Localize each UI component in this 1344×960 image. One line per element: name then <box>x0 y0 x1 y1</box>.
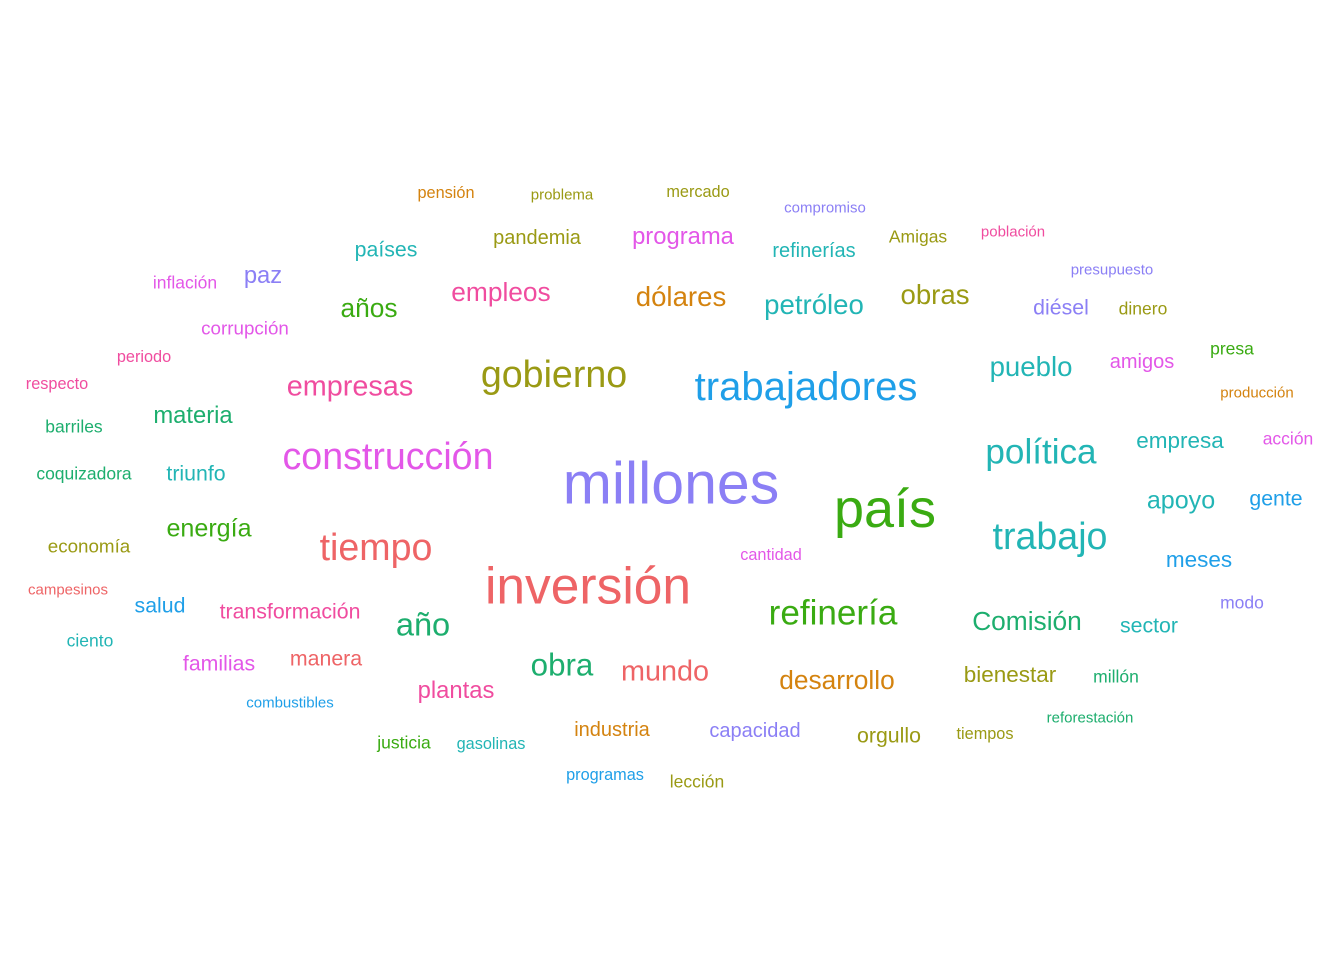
word-periodo: periodo <box>116 347 172 366</box>
word-sector: sector <box>1120 613 1178 638</box>
word-campesinos: campesinos <box>27 581 109 599</box>
word-desarrollo: desarrollo <box>779 664 895 695</box>
word-comision: Comisión <box>972 605 1082 636</box>
word-construccion: construcción <box>282 435 494 478</box>
word-anos: años <box>340 292 398 323</box>
word-petroleo: petróleo <box>764 289 864 321</box>
word-transformacion: transformación <box>219 599 361 624</box>
word-salud: salud <box>134 593 186 618</box>
word-empresa: empresa <box>1136 427 1224 453</box>
word-triunfo: triunfo <box>166 461 226 486</box>
word-manera: manera <box>289 646 363 671</box>
word-materia: materia <box>153 402 233 430</box>
word-meses: meses <box>1165 546 1233 572</box>
word-amigas: Amigas <box>888 226 948 247</box>
word-accion: acción <box>1262 428 1314 449</box>
word-modo: modo <box>1220 592 1264 613</box>
word-produccion: producción <box>1220 384 1294 402</box>
word-refinerias: refinerías <box>772 240 856 262</box>
word-refineria: refinería <box>768 593 898 633</box>
word-ciento: ciento <box>66 630 114 651</box>
word-leccion: lección <box>669 771 725 792</box>
word-trabajadores: trabajadores <box>694 364 918 409</box>
word-mundo: mundo <box>620 655 710 688</box>
word-respecto: respecto <box>25 374 89 393</box>
word-gobierno: gobierno <box>480 353 628 396</box>
word-empresas: empresas <box>286 370 414 403</box>
word-paises: países <box>354 237 418 262</box>
word-millones: millones <box>562 450 780 517</box>
word-corrupcion: corrupción <box>201 317 289 339</box>
word-combustibles: combustibles <box>246 694 334 712</box>
word-reforestacion: reforestación <box>1046 709 1134 727</box>
word-familias: familias <box>182 651 256 676</box>
word-inversion: inversión <box>484 556 692 615</box>
word-amigos: amigos <box>1109 351 1175 373</box>
word-obra: obra <box>530 647 594 683</box>
word-problema: problema <box>530 186 594 204</box>
word-energia: energía <box>166 514 252 543</box>
word-obras: obras <box>900 279 970 311</box>
word-programas: programas <box>566 765 644 784</box>
word-barriles: barriles <box>45 416 103 437</box>
word-plantas: plantas <box>417 677 495 705</box>
word-empleos: empleos <box>451 276 551 307</box>
word-paz: paz <box>243 262 283 290</box>
word-millon: millón <box>1093 666 1139 687</box>
word-politica: política <box>985 432 1097 472</box>
word-cantidad: cantidad <box>740 545 802 564</box>
word-diesel: diésel <box>1033 295 1089 320</box>
word-justicia: justicia <box>377 732 431 753</box>
word-trabajo: trabajo <box>992 515 1108 558</box>
word-inflacion: inflación <box>152 272 218 293</box>
word-gente: gente <box>1249 486 1303 511</box>
word-ano: año <box>395 605 451 643</box>
word-industria: industria <box>574 719 650 741</box>
word-compromiso: compromiso <box>784 199 866 217</box>
word-presa: presa <box>1210 338 1254 359</box>
word-dinero: dinero <box>1118 298 1168 319</box>
word-pais: país <box>833 479 937 539</box>
word-tiempos: tiempos <box>956 724 1014 743</box>
word-gasolinas: gasolinas <box>456 734 526 753</box>
word-pueblo: pueblo <box>989 351 1073 383</box>
word-poblacion: población <box>980 223 1046 241</box>
word-dolares: dólares <box>635 281 727 313</box>
word-economia: economía <box>47 535 131 557</box>
word-orgullo: orgullo <box>857 723 921 748</box>
word-coquizadora: coquizadora <box>36 463 132 484</box>
word-programa: programa <box>632 223 734 251</box>
word-tiempo: tiempo <box>319 526 433 569</box>
word-apoyo: apoyo <box>1146 486 1216 515</box>
word-pension: pensión <box>417 183 475 202</box>
word-bienestar: bienestar <box>963 661 1057 687</box>
word-presupuesto: presupuesto <box>1070 261 1154 279</box>
word-mercado: mercado <box>666 182 730 201</box>
word-capacidad: capacidad <box>709 720 801 742</box>
word-pandemia: pandemia <box>493 227 581 249</box>
